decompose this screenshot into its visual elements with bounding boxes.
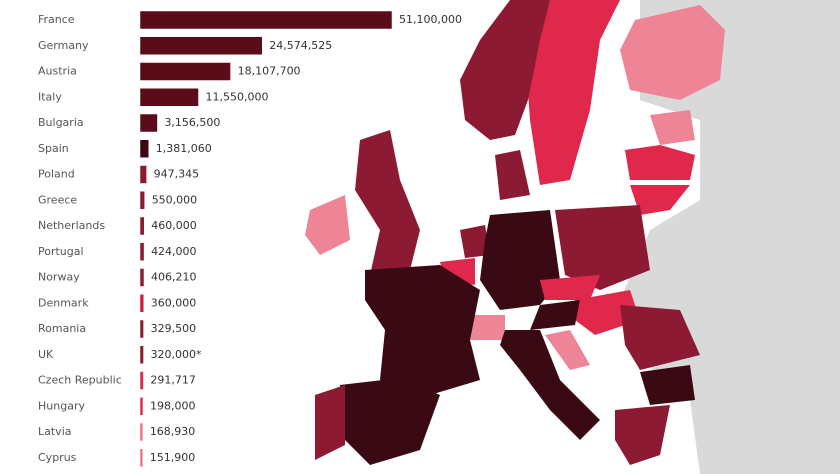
finland <box>620 5 725 100</box>
romania <box>620 305 700 370</box>
value-label: 24,574,525 <box>269 39 332 52</box>
denmark <box>495 150 530 200</box>
sweden <box>525 0 620 185</box>
germany <box>480 210 560 310</box>
category-label: Romania <box>38 322 86 335</box>
bar <box>140 114 158 132</box>
category-label: UK <box>38 348 54 361</box>
uk <box>355 130 420 275</box>
bar <box>140 243 144 261</box>
category-label: Portugal <box>38 245 84 258</box>
value-label: 320,000* <box>151 348 202 361</box>
bar <box>140 294 144 312</box>
value-label: 550,000 <box>152 193 198 206</box>
category-label: Cyprus <box>38 451 77 464</box>
value-label: 3,156,500 <box>164 116 220 129</box>
bar <box>140 423 143 441</box>
bar <box>140 165 147 184</box>
value-label: 11,550,000 <box>206 90 269 103</box>
value-label: 151,900 <box>150 451 196 464</box>
value-label: 947,345 <box>154 168 200 181</box>
bar <box>140 371 144 390</box>
estonia <box>650 110 695 145</box>
bar <box>140 449 143 467</box>
category-label: Latvia <box>38 425 72 438</box>
value-label: 329,500 <box>151 322 197 335</box>
austria <box>530 300 580 330</box>
category-label: France <box>38 13 75 26</box>
category-label: Poland <box>38 168 75 181</box>
poland <box>555 205 650 290</box>
value-label: 360,000 <box>151 296 197 309</box>
bar <box>140 268 144 287</box>
portugal <box>315 385 345 460</box>
bar <box>140 11 392 29</box>
latvia <box>625 145 695 180</box>
value-label: 198,000 <box>150 399 196 412</box>
value-label: 1,381,060 <box>156 142 212 155</box>
lithuania <box>630 185 690 215</box>
norway <box>460 0 550 140</box>
switzerland <box>470 315 505 340</box>
category-label: Hungary <box>38 399 85 412</box>
france <box>365 265 480 395</box>
bar <box>140 140 149 158</box>
bar <box>140 320 144 338</box>
croatia <box>545 330 590 370</box>
category-label: Italy <box>38 90 62 103</box>
value-label: 18,107,700 <box>238 65 301 78</box>
category-label: Norway <box>38 271 80 284</box>
category-label: Spain <box>38 142 69 155</box>
bar <box>140 191 145 209</box>
category-label: Denmark <box>38 296 89 309</box>
value-label: 406,210 <box>151 271 197 284</box>
bar <box>140 37 262 55</box>
category-label: Austria <box>38 65 77 78</box>
czechia <box>540 275 600 300</box>
bar <box>140 397 143 415</box>
bar <box>140 217 145 235</box>
value-label: 291,717 <box>150 374 196 387</box>
category-label: Germany <box>38 39 89 52</box>
greece <box>615 405 670 465</box>
map <box>300 0 840 474</box>
spain <box>340 378 440 465</box>
bulgaria <box>640 365 695 405</box>
category-label: Netherlands <box>38 219 105 232</box>
category-label: Bulgaria <box>38 116 84 129</box>
value-label: 168,930 <box>150 425 196 438</box>
ireland <box>305 195 350 255</box>
value-label: 424,000 <box>151 245 197 258</box>
category-label: Czech Republic <box>38 374 122 387</box>
bar <box>140 346 144 364</box>
land-north <box>720 0 840 60</box>
netherlands <box>460 225 490 258</box>
italy <box>500 330 600 440</box>
bar <box>140 62 231 81</box>
bar <box>140 88 199 106</box>
value-label: 460,000 <box>151 219 197 232</box>
category-label: Greece <box>38 193 77 206</box>
value-label: 51,100,000 <box>399 13 462 26</box>
